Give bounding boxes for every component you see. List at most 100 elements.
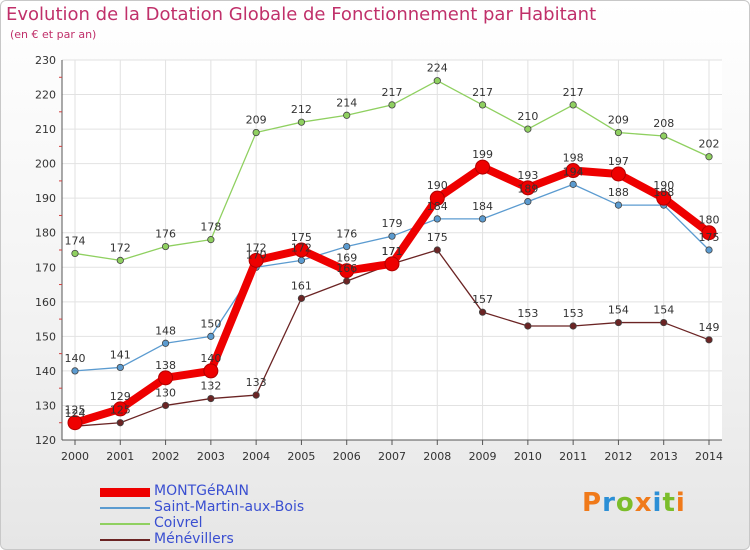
- x-tick-label: 2014: [695, 450, 723, 463]
- data-point-montgerain: [112, 401, 128, 417]
- x-tick-label: 2006: [333, 450, 361, 463]
- data-label-coivrel: 209: [608, 114, 629, 127]
- legend-swatch-montgerain: [100, 488, 150, 497]
- data-label-coivrel: 214: [336, 96, 357, 109]
- data-point-saint-martin-aux-bois: [478, 215, 487, 223]
- data-label-coivrel: 176: [155, 228, 176, 241]
- x-tick-label: 2004: [242, 450, 270, 463]
- data-label-saint-martin-aux-bois: 188: [653, 186, 674, 199]
- data-label-saint-martin-aux-bois: 184: [472, 200, 493, 213]
- data-point-menevillers: [660, 318, 668, 327]
- data-label-menevillers: 166: [336, 262, 357, 275]
- y-tick-label: 220: [35, 89, 56, 102]
- data-label-saint-martin-aux-bois: 150: [200, 317, 221, 330]
- data-label-menevillers: 124: [65, 407, 86, 420]
- data-label-saint-martin-aux-bois: 179: [382, 217, 403, 230]
- data-label-saint-martin-aux-bois: 172: [291, 241, 312, 254]
- data-point-saint-martin-aux-bois: [614, 201, 623, 209]
- data-point-coivrel: [207, 236, 215, 244]
- data-label-menevillers: 154: [608, 304, 629, 317]
- x-tick-label: 2012: [604, 450, 632, 463]
- data-label-montgerain: 190: [427, 179, 448, 192]
- data-point-menevillers: [297, 294, 306, 302]
- x-tick-label: 2009: [469, 450, 497, 463]
- data-label-coivrel: 210: [517, 110, 538, 123]
- data-point-coivrel: [252, 128, 260, 137]
- data-label-saint-martin-aux-bois: 140: [65, 352, 86, 365]
- data-point-saint-martin-aux-bois: [524, 198, 532, 206]
- legend-label-coivrel: Coivrel: [154, 515, 203, 531]
- data-label-saint-martin-aux-bois: 170: [246, 248, 267, 261]
- data-label-saint-martin-aux-bois: 189: [517, 183, 538, 196]
- data-label-saint-martin-aux-bois: 176: [336, 228, 357, 241]
- data-label-montgerain: 172: [246, 241, 267, 254]
- data-point-saint-martin-aux-bois: [207, 332, 215, 340]
- data-point-montgerain: [158, 370, 174, 386]
- data-point-montgerain: [610, 166, 626, 182]
- x-tick-label: 2010: [514, 450, 542, 463]
- data-point-montgerain: [293, 242, 309, 258]
- x-tick-label: 2000: [61, 450, 89, 463]
- data-point-saint-martin-aux-bois: [569, 180, 577, 188]
- data-point-menevillers: [207, 394, 215, 403]
- data-point-montgerain: [339, 263, 355, 279]
- legend-swatch-coivrel: [100, 523, 150, 525]
- legend-label-menevillers: Ménévillers: [154, 531, 234, 547]
- data-label-menevillers: 125: [110, 404, 131, 417]
- y-tick-label: 190: [35, 192, 56, 205]
- data-point-saint-martin-aux-bois: [161, 339, 170, 347]
- legend-swatch-saint-martin: [100, 507, 150, 509]
- data-label-saint-martin-aux-bois: 184: [427, 200, 448, 213]
- data-label-coivrel: 208: [653, 117, 674, 130]
- x-tick-label: 2011: [559, 450, 587, 463]
- data-label-menevillers: 153: [517, 307, 538, 320]
- y-tick-label: 140: [35, 365, 56, 378]
- data-point-menevillers: [478, 308, 487, 316]
- data-label-coivrel: 212: [291, 103, 312, 116]
- data-point-menevillers: [614, 318, 623, 327]
- y-tick-label: 230: [35, 54, 56, 67]
- y-tick-label: 130: [35, 399, 56, 412]
- data-point-coivrel: [569, 101, 577, 109]
- y-tick-label: 170: [35, 261, 56, 274]
- x-tick-label: 2003: [197, 450, 225, 463]
- data-point-montgerain: [520, 180, 536, 196]
- y-tick-label: 120: [35, 434, 56, 447]
- data-label-menevillers: 149: [699, 321, 720, 334]
- data-label-saint-martin-aux-bois: 148: [155, 324, 176, 337]
- data-point-coivrel: [524, 125, 532, 133]
- data-point-saint-martin-aux-bois: [433, 215, 441, 223]
- data-point-coivrel: [116, 256, 124, 264]
- data-label-montgerain: 171: [382, 245, 403, 258]
- y-tick-label: 200: [35, 158, 56, 171]
- data-label-menevillers: 171: [382, 245, 403, 258]
- data-label-coivrel: 178: [200, 221, 221, 234]
- data-label-montgerain: 180: [699, 214, 720, 227]
- y-tick-label: 210: [35, 123, 56, 136]
- x-tick-label: 2002: [152, 450, 180, 463]
- data-point-saint-martin-aux-bois: [343, 242, 351, 251]
- data-point-coivrel: [71, 249, 79, 258]
- x-tick-label: 2013: [650, 450, 678, 463]
- data-label-saint-martin-aux-bois: 175: [699, 231, 720, 244]
- data-point-menevillers: [705, 336, 713, 344]
- data-point-montgerain: [248, 252, 264, 268]
- data-label-menevillers: 153: [563, 307, 584, 320]
- data-label-montgerain: 140: [200, 352, 221, 365]
- data-label-coivrel: 172: [110, 241, 131, 254]
- data-label-montgerain: 190: [653, 179, 674, 192]
- legend-label-saint-martin: Saint-Martin-aux-Bois: [154, 499, 305, 515]
- data-label-montgerain: 125: [65, 404, 86, 417]
- data-point-coivrel: [343, 111, 351, 119]
- data-label-montgerain: 138: [155, 359, 176, 372]
- data-label-coivrel: 217: [563, 86, 584, 99]
- data-label-montgerain: 199: [472, 148, 493, 161]
- data-point-coivrel: [660, 132, 668, 140]
- data-point-saint-martin-aux-bois: [705, 246, 713, 254]
- data-point-menevillers: [116, 419, 124, 427]
- data-label-coivrel: 202: [699, 138, 720, 151]
- data-label-menevillers: 130: [155, 386, 176, 399]
- data-point-saint-martin-aux-bois: [71, 367, 79, 375]
- chart-title: Evolution de la Dotation Globale de Fonc…: [6, 4, 597, 25]
